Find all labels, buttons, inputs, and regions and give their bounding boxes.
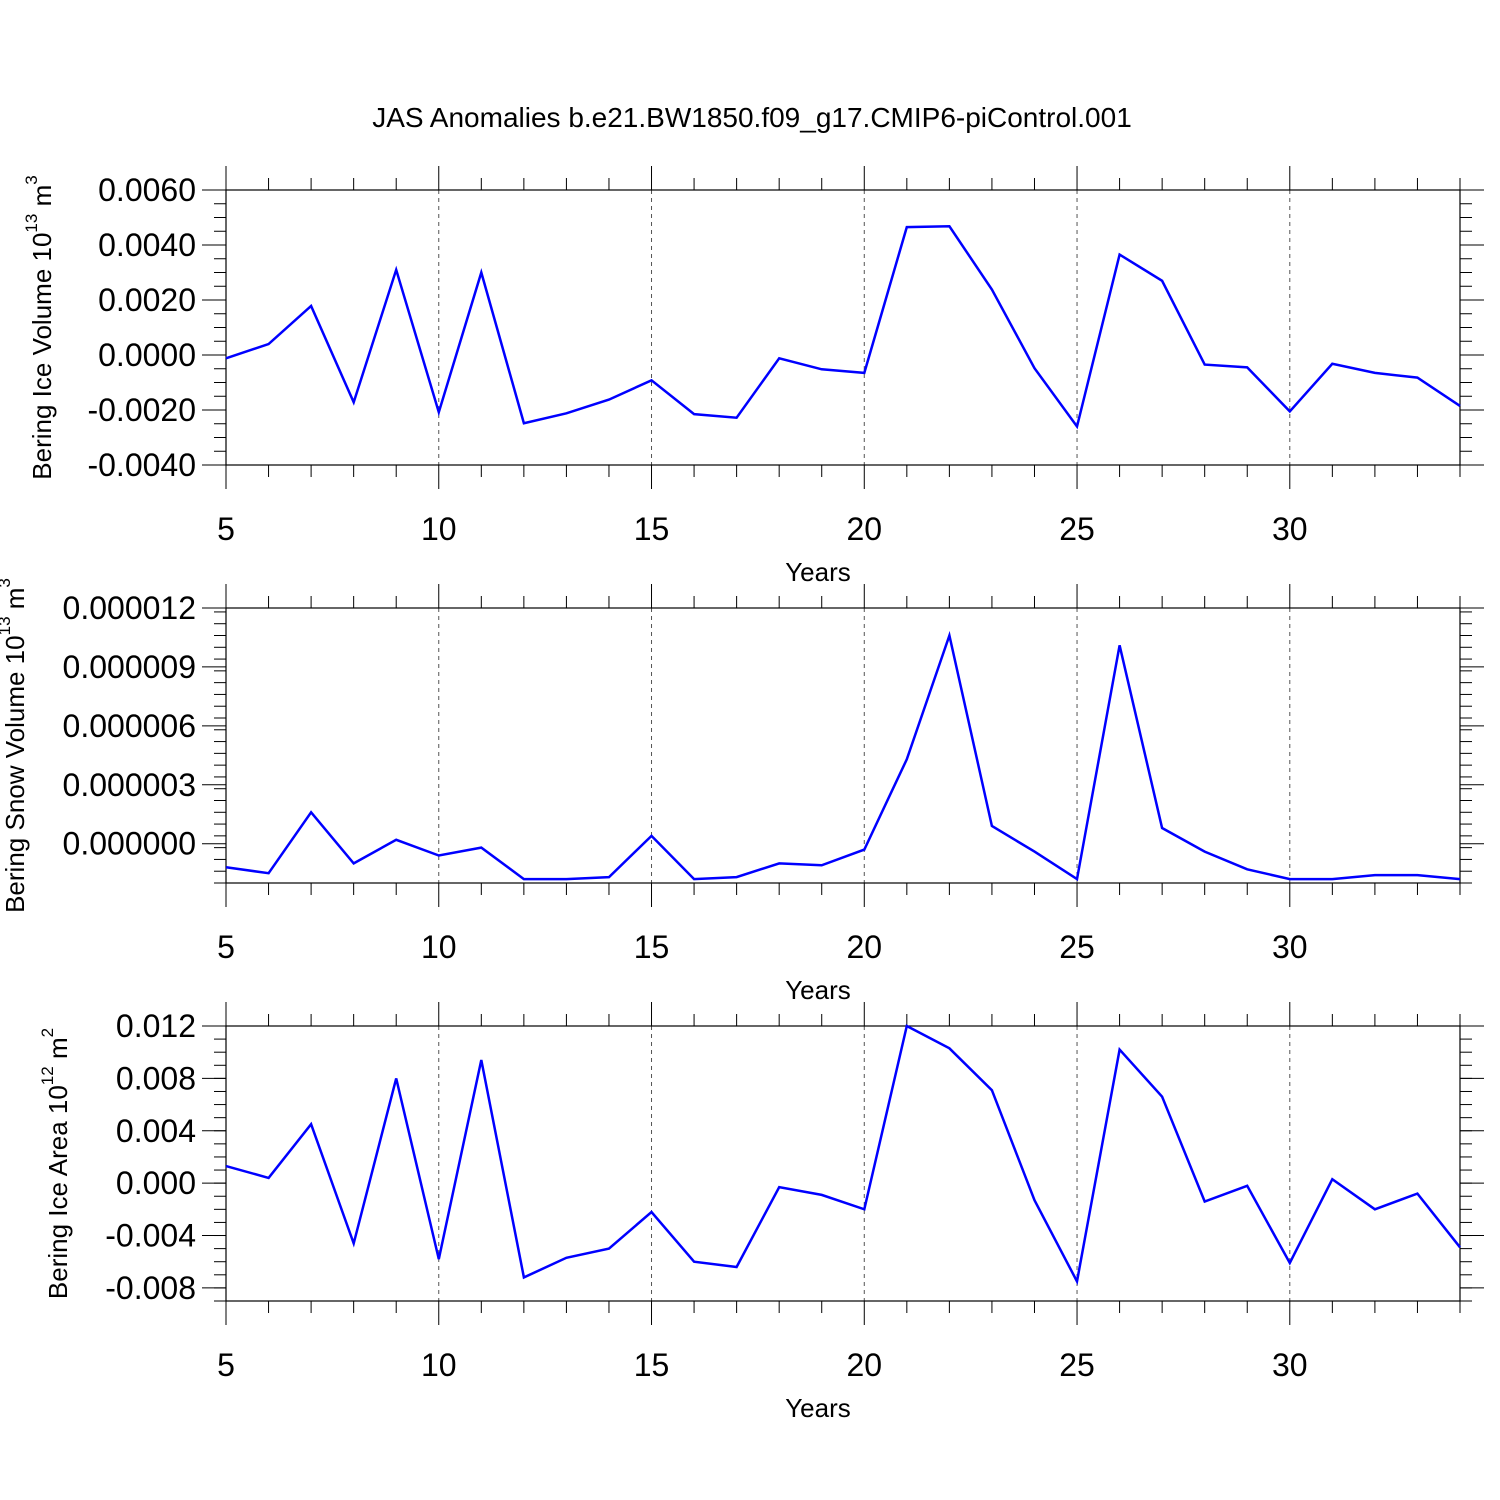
plot-frame (225, 1025, 1461, 1302)
y-axis-title-unit (0, 609, 30, 616)
x-tick-label: 10 (421, 1347, 457, 1383)
figure-title: JAS Anomalies b.e21.BW1850.f09_g17.CMIP6… (372, 102, 1132, 133)
y-tick-label: -0.004 (105, 1218, 196, 1254)
chart-panel-3: -0.008 -0.004 0.000 0.004 0.008 0.012 5 10 15 20 2… (38, 1002, 1484, 1423)
y-tick-label: 0.004 (116, 1113, 196, 1149)
y-axis-title-text: Bering Snow Volume 10 (0, 635, 30, 913)
y-tick-label: -0.0020 (87, 392, 196, 428)
x-tick-label: 20 (846, 929, 882, 965)
y-axis-title-unit-exponent: 3 (0, 578, 14, 587)
x-axis-title: Years (785, 557, 851, 587)
y-tick-label: 0.000006 (63, 708, 196, 744)
y-tick-label: 0.000000 (63, 826, 196, 862)
series-line (225, 630, 1461, 882)
x-tick-label: 25 (1059, 511, 1095, 547)
y-axis-title-unit (27, 206, 57, 213)
y-axis-title: Bering Ice Volume 1013 m3 (22, 175, 58, 479)
x-tick-label: 15 (634, 511, 670, 547)
y-tick-label: 0.000012 (63, 590, 196, 626)
x-axis-title: Years (785, 1393, 851, 1423)
x-tick-label: 10 (421, 929, 457, 965)
y-axis-title-unit-exponent: 3 (22, 175, 41, 184)
y-tick-label: 0.000009 (63, 649, 196, 685)
x-tick-label: 25 (1059, 929, 1095, 965)
x-tick-label: 10 (421, 511, 457, 547)
y-axis-title-text: Bering Ice Area 10 (43, 1085, 73, 1299)
y-tick-label: 0.0040 (98, 227, 196, 263)
x-tick-label: 5 (217, 929, 235, 965)
y-axis-title-unit-text: m (0, 588, 30, 610)
x-tick-label: 30 (1272, 929, 1308, 965)
x-tick-label: 5 (217, 511, 235, 547)
y-tick-label: -0.0040 (87, 447, 196, 483)
panels: -0.0040 -0.0020 0.0000 0.0020 0.0040 0.0060 5 1… (0, 166, 1484, 1423)
plot-frame (225, 607, 1461, 884)
y-tick-label: 0.0060 (98, 172, 196, 208)
y-axis-title-unit (43, 1059, 73, 1066)
x-axis-title: Years (785, 975, 851, 1005)
y-axis-title-text: Bering Ice Volume 10 (27, 233, 57, 480)
y-axis-title-exponent: 13 (22, 214, 41, 233)
x-tick-label: 5 (217, 1347, 235, 1383)
series-line (225, 225, 1461, 430)
y-tick-label: 0.0020 (98, 282, 196, 318)
y-tick-label: 0.012 (116, 1008, 196, 1044)
y-axis-title-unit-text: m (27, 185, 57, 207)
chart-panel-1: -0.0040 -0.0020 0.0000 0.0020 0.0040 0.0060 5 1… (22, 166, 1484, 587)
x-tick-label: 15 (634, 929, 670, 965)
y-tick-label: -0.008 (105, 1270, 196, 1306)
y-axis-title-unit-exponent: 2 (38, 1028, 57, 1037)
plot-frame (225, 189, 1461, 466)
y-axis-title-unit-text: m (43, 1037, 73, 1059)
chart-panel-2: 0.000000 0.000003 0.000006 0.000009 0.000012… (0, 578, 1484, 1005)
y-tick-label: 0.0000 (98, 337, 196, 373)
y-axis-title: Bering Snow Volume 1013 m3 (0, 578, 30, 913)
series-line (225, 1024, 1461, 1286)
y-tick-label: 0.000003 (63, 767, 196, 803)
y-tick-label: 0.008 (116, 1060, 196, 1096)
y-axis-title-exponent: 13 (0, 616, 14, 635)
x-tick-label: 15 (634, 1347, 670, 1383)
x-tick-label: 20 (846, 1347, 882, 1383)
y-axis-title: Bering Ice Area 1012 m2 (38, 1028, 74, 1299)
y-axis-title-exponent: 12 (38, 1066, 57, 1085)
x-tick-label: 25 (1059, 1347, 1095, 1383)
y-tick-label: 0.000 (116, 1165, 196, 1201)
x-tick-label: 30 (1272, 511, 1308, 547)
x-tick-label: 30 (1272, 1347, 1308, 1383)
x-tick-label: 20 (846, 511, 882, 547)
